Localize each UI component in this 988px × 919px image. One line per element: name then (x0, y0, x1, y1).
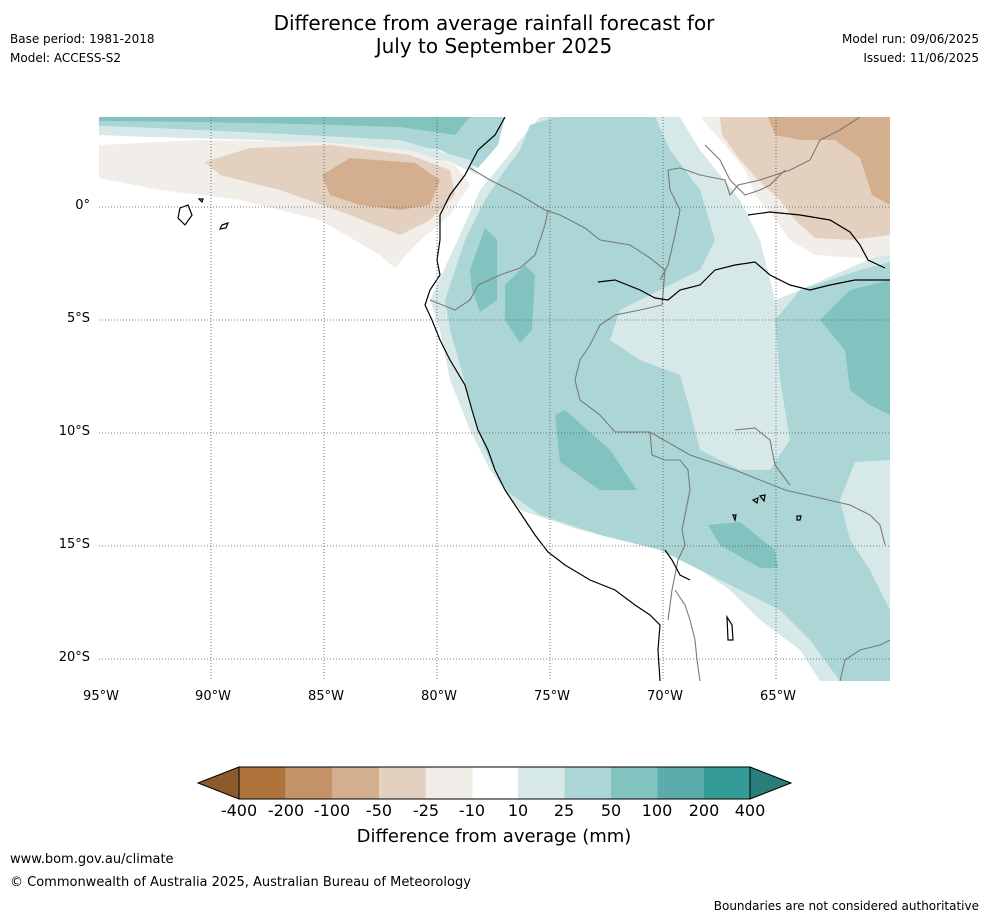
lon-label-85w: 85°W (308, 689, 344, 704)
lon-label-95w: 95°W (83, 689, 119, 704)
copyright-notice: © Commonwealth of Australia 2025, Austra… (10, 875, 471, 890)
colorbar-seg-1 (239, 767, 286, 799)
wet-patch-50-e (820, 280, 890, 415)
colorbar-tick: 400 (734, 801, 766, 820)
wet-region-25 (445, 117, 890, 681)
colorbar-tick: 10 (507, 801, 529, 820)
colorbar-seg-4 (379, 767, 426, 799)
country-borders (429, 117, 890, 681)
bom-url-link[interactable]: www.bom.gov.au/climate (10, 852, 174, 867)
lat-label-20s: 20°S (58, 650, 90, 665)
lon-label-80w: 80°W (421, 689, 457, 704)
coastline (177, 117, 890, 681)
graticule (99, 117, 890, 681)
map-fill-layer (99, 117, 890, 681)
north-wet-core (99, 117, 470, 135)
colorbar-title: Difference from average (mm) (356, 826, 632, 847)
colorbar-tick: -100 (313, 801, 351, 820)
lat-label-0: 0° (75, 198, 90, 213)
lon-label-90w: 90°W (195, 689, 231, 704)
title-line-1: Difference from average rainfall forecas… (273, 11, 715, 35)
colorbar-tick: -400 (220, 801, 258, 820)
boundary-disclaimer: Boundaries are not considered authoritat… (713, 899, 979, 913)
lat-label-5s: 5°S (66, 311, 90, 326)
lon-label-70w: 70°W (647, 689, 683, 704)
colorbar-seg-6 (472, 767, 518, 799)
colorbar-seg-3 (332, 767, 380, 799)
wet-patch-50-c (555, 410, 637, 490)
lat-label-15s: 15°S (58, 537, 90, 552)
base-period: Base period: 1981-2018 (10, 32, 155, 46)
colorbar-tick: -200 (267, 801, 305, 820)
wet-patch-50-a (470, 228, 497, 312)
colorbar-tick: -50 (365, 801, 393, 820)
colorbar-frame (238, 766, 751, 800)
dry-region-50 (322, 158, 440, 210)
colorbar-tick: -25 (412, 801, 440, 820)
colorbar-tick: 200 (688, 801, 720, 820)
issued-date: Issued: 11/06/2025 (863, 51, 979, 65)
colorbar-tick: 50 (600, 801, 622, 820)
colorbar-seg-8 (564, 767, 611, 799)
colorbar-tick: -10 (458, 801, 486, 820)
lat-label-10s: 10°S (58, 424, 90, 439)
north-wet-band (99, 117, 505, 168)
model-run: Model run: 09/06/2025 (841, 32, 979, 46)
lon-label-75w: 75°W (534, 689, 570, 704)
colorbar (196, 766, 793, 800)
colorbar-tick: 100 (641, 801, 673, 820)
title-line-2: July to September 2025 (375, 34, 613, 58)
colorbar-seg-9 (611, 767, 658, 799)
colorbar-seg-10 (657, 767, 704, 799)
colorbar-seg-11 (704, 767, 750, 799)
model-name: Model: ACCESS-S2 (10, 51, 122, 65)
ne-dry-region-50 (768, 117, 890, 205)
colorbar-tick: 25 (553, 801, 575, 820)
map-title: Difference from average rainfall forecas… (0, 12, 988, 58)
colorbar-extend-max (749, 766, 793, 800)
lon-label-65w: 65°W (760, 689, 796, 704)
colorbar-seg-2 (285, 767, 333, 799)
colorbar-seg-5 (425, 767, 473, 799)
colorbar-seg-7 (518, 767, 565, 799)
wet-patch-50-b (505, 265, 535, 343)
wet-patch-50-d (708, 522, 778, 568)
colorbar-extend-min (196, 766, 240, 800)
